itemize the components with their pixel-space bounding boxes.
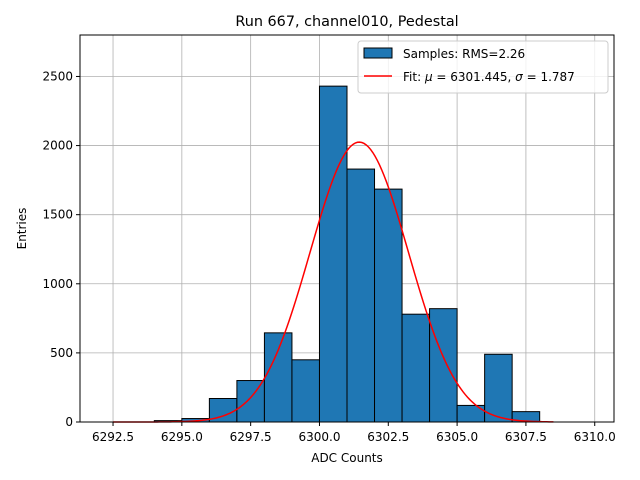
y-tick-label: 500 xyxy=(50,346,73,360)
fit-curve-layer xyxy=(113,141,554,423)
y-tick-label: 1500 xyxy=(42,208,73,222)
x-tick-label: 6307.5 xyxy=(505,430,547,444)
histogram-bar xyxy=(236,380,265,423)
chart-title: Run 667, channel010, Pedestal xyxy=(235,14,458,30)
y-tick-label: 0 xyxy=(65,415,73,429)
legend-fit-mu-value: = 6301.445, xyxy=(433,70,516,84)
legend-fit-prefix: Fit: xyxy=(403,70,425,84)
legend-box xyxy=(357,40,609,94)
y-tick-label: 1000 xyxy=(42,277,73,291)
legend: Samples: RMS=2.26 Fit: μ = 6301.445, σ =… xyxy=(357,40,609,94)
x-tick-label: 6300.0 xyxy=(298,430,340,444)
histogram-bars xyxy=(153,85,541,423)
histogram-bar xyxy=(429,308,458,423)
y-axis-label: Entries xyxy=(15,208,29,250)
histogram-bar xyxy=(401,313,431,423)
legend-fit-sigma-value: = 1.787 xyxy=(523,70,575,84)
histogram-bar xyxy=(484,353,513,423)
x-axis-ticks: 6292.5 6295.0 6297.5 6300.0 6302.5 6305.0 6307… xyxy=(92,422,616,444)
x-tick-label: 6292.5 xyxy=(92,430,134,444)
fit-curve xyxy=(113,141,554,423)
x-tick-label: 6310.0 xyxy=(574,430,616,444)
x-tick-label: 6295.0 xyxy=(161,430,203,444)
x-tick-label: 6302.5 xyxy=(367,430,409,444)
legend-label-fit: Fit: μ = 6301.445, σ = 1.787 xyxy=(403,70,575,84)
y-axis-ticks: 0 500 1000 1500 2000 2500 xyxy=(42,69,80,429)
x-tick-label: 6297.5 xyxy=(230,430,272,444)
histogram-bar xyxy=(318,85,348,423)
histogram-bar xyxy=(346,168,376,423)
histogram-bar xyxy=(263,332,293,423)
legend-fit-sigma-symbol: σ xyxy=(515,70,523,84)
legend-fit-mu-symbol: μ xyxy=(424,70,433,84)
histogram-bar xyxy=(291,359,320,423)
x-axis-label: ADC Counts xyxy=(311,451,383,465)
x-tick-label: 6305.0 xyxy=(436,430,478,444)
histogram-bar xyxy=(374,188,403,423)
legend-swatch-samples xyxy=(363,47,393,59)
y-tick-label: 2000 xyxy=(42,139,73,153)
legend-label-samples: Samples: RMS=2.26 xyxy=(403,47,525,61)
plot-frame xyxy=(79,34,615,423)
y-tick-label: 2500 xyxy=(42,69,73,83)
